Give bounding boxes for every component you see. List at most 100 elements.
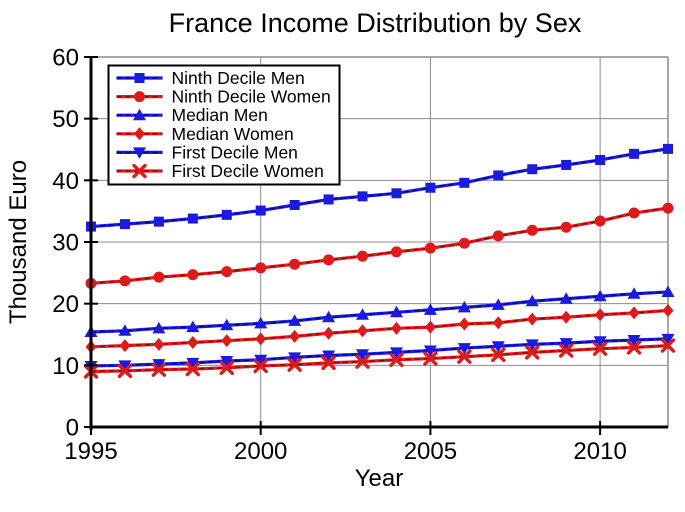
marker-diamond: [134, 127, 145, 141]
marker-triangle-up: [322, 310, 336, 323]
legend-item-median-men: Median Men: [116, 105, 268, 125]
marker-circle: [628, 207, 640, 219]
data-series: [83, 143, 676, 379]
series-line-dash-overlay: [90, 309, 669, 348]
series-markers: [85, 202, 674, 289]
marker-triangle-up: [525, 294, 539, 307]
marker-diamond: [662, 303, 674, 317]
marker-triangle-down: [457, 343, 471, 355]
marker-circle: [390, 246, 402, 258]
marker-diamond: [187, 336, 199, 350]
marker-square: [459, 177, 470, 188]
x-tick-label: 2010: [573, 438, 626, 465]
marker-circle: [119, 275, 131, 287]
marker-triangle-up: [356, 308, 370, 320]
marker-diamond: [119, 339, 131, 353]
series-ninth-decile-women: [85, 202, 674, 289]
marker-x: [287, 357, 302, 372]
marker-triangle-down: [288, 352, 302, 364]
marker-square: [187, 213, 198, 224]
marker-circle: [134, 91, 145, 103]
marker-diamond: [628, 306, 640, 320]
marker-triangle-down: [593, 336, 607, 348]
legend-label: Ninth Decile Men: [172, 68, 305, 88]
legend-item-first-decile-women: First Decile Women: [116, 161, 324, 181]
series-markers: [84, 333, 675, 373]
marker-circle: [357, 250, 369, 262]
marker-x: [660, 338, 676, 353]
marker-triangle-down: [254, 354, 268, 367]
marker-diamond: [424, 320, 436, 334]
marker-circle: [221, 266, 233, 278]
marker-x: [117, 363, 133, 379]
x-tick-label: 1995: [64, 438, 117, 465]
marker-square: [289, 200, 300, 210]
marker-triangle-up: [186, 320, 200, 333]
legend-item-ninth-decile-men: Ninth Decile Men: [116, 68, 305, 88]
marker-square: [493, 170, 504, 181]
marker-triangle-up: [118, 324, 132, 336]
series-line-dash-overlay: [90, 207, 669, 284]
marker-square: [595, 154, 606, 165]
marker-triangle-down: [525, 339, 539, 351]
marker-triangle-up: [423, 303, 437, 315]
series-markers: [86, 143, 673, 232]
marker-circle: [323, 254, 335, 266]
marker-circle: [255, 262, 267, 274]
marker-square: [357, 191, 368, 202]
series-first-decile-women: [83, 338, 676, 379]
legend-label: Median Men: [172, 105, 268, 125]
marker-circle: [594, 215, 606, 227]
series-first-decile-men: [84, 333, 675, 373]
marker-x: [525, 345, 540, 360]
marker-square: [561, 159, 572, 170]
marker-x: [457, 349, 472, 364]
marker-triangle-down: [559, 338, 573, 350]
marker-x: [132, 163, 147, 179]
legend-item-first-decile-men: First Decile Men: [116, 142, 298, 162]
legend-box: [107, 64, 341, 186]
marker-triangle-up: [288, 314, 302, 326]
marker-circle: [153, 271, 165, 283]
marker-circle: [424, 242, 436, 254]
marker-triangle-up: [457, 300, 471, 313]
marker-square: [221, 209, 232, 220]
marker-triangle-down: [661, 333, 675, 346]
marker-circle: [492, 230, 504, 242]
x-axis-label: Year: [355, 465, 404, 492]
series-markers: [83, 338, 676, 379]
y-tick-label: 20: [52, 291, 79, 318]
marker-x: [389, 352, 404, 367]
marker-triangle-down: [322, 350, 336, 362]
marker-square: [527, 164, 538, 175]
marker-circle: [560, 221, 572, 233]
marker-triangle-up: [389, 305, 403, 318]
marker-triangle-up: [593, 289, 607, 302]
marker-x: [626, 340, 642, 355]
legend-label: First Decile Men: [172, 142, 298, 162]
marker-triangle-down: [152, 359, 166, 371]
marker-triangle-up: [559, 292, 573, 304]
chart-title: France Income Distribution by Sex: [169, 8, 582, 38]
legend-label: Median Women: [172, 124, 294, 144]
marker-triangle-down: [389, 347, 403, 359]
marker-diamond: [255, 332, 267, 346]
marker-square: [153, 216, 164, 227]
marker-diamond: [221, 334, 233, 348]
series-line: [90, 290, 669, 334]
y-tick-label: 0: [66, 415, 79, 442]
x-tick-label: 2000: [234, 438, 287, 465]
marker-square: [323, 194, 334, 205]
marker-triangle-down: [220, 356, 234, 368]
marker-circle: [526, 224, 538, 236]
marker-square: [391, 188, 402, 199]
marker-triangle-down: [118, 360, 132, 372]
marker-square: [663, 143, 673, 154]
legend-label: First Decile Women: [172, 161, 324, 181]
marker-diamond: [323, 326, 335, 340]
series-markers: [84, 285, 675, 338]
marker-diamond: [492, 316, 504, 330]
